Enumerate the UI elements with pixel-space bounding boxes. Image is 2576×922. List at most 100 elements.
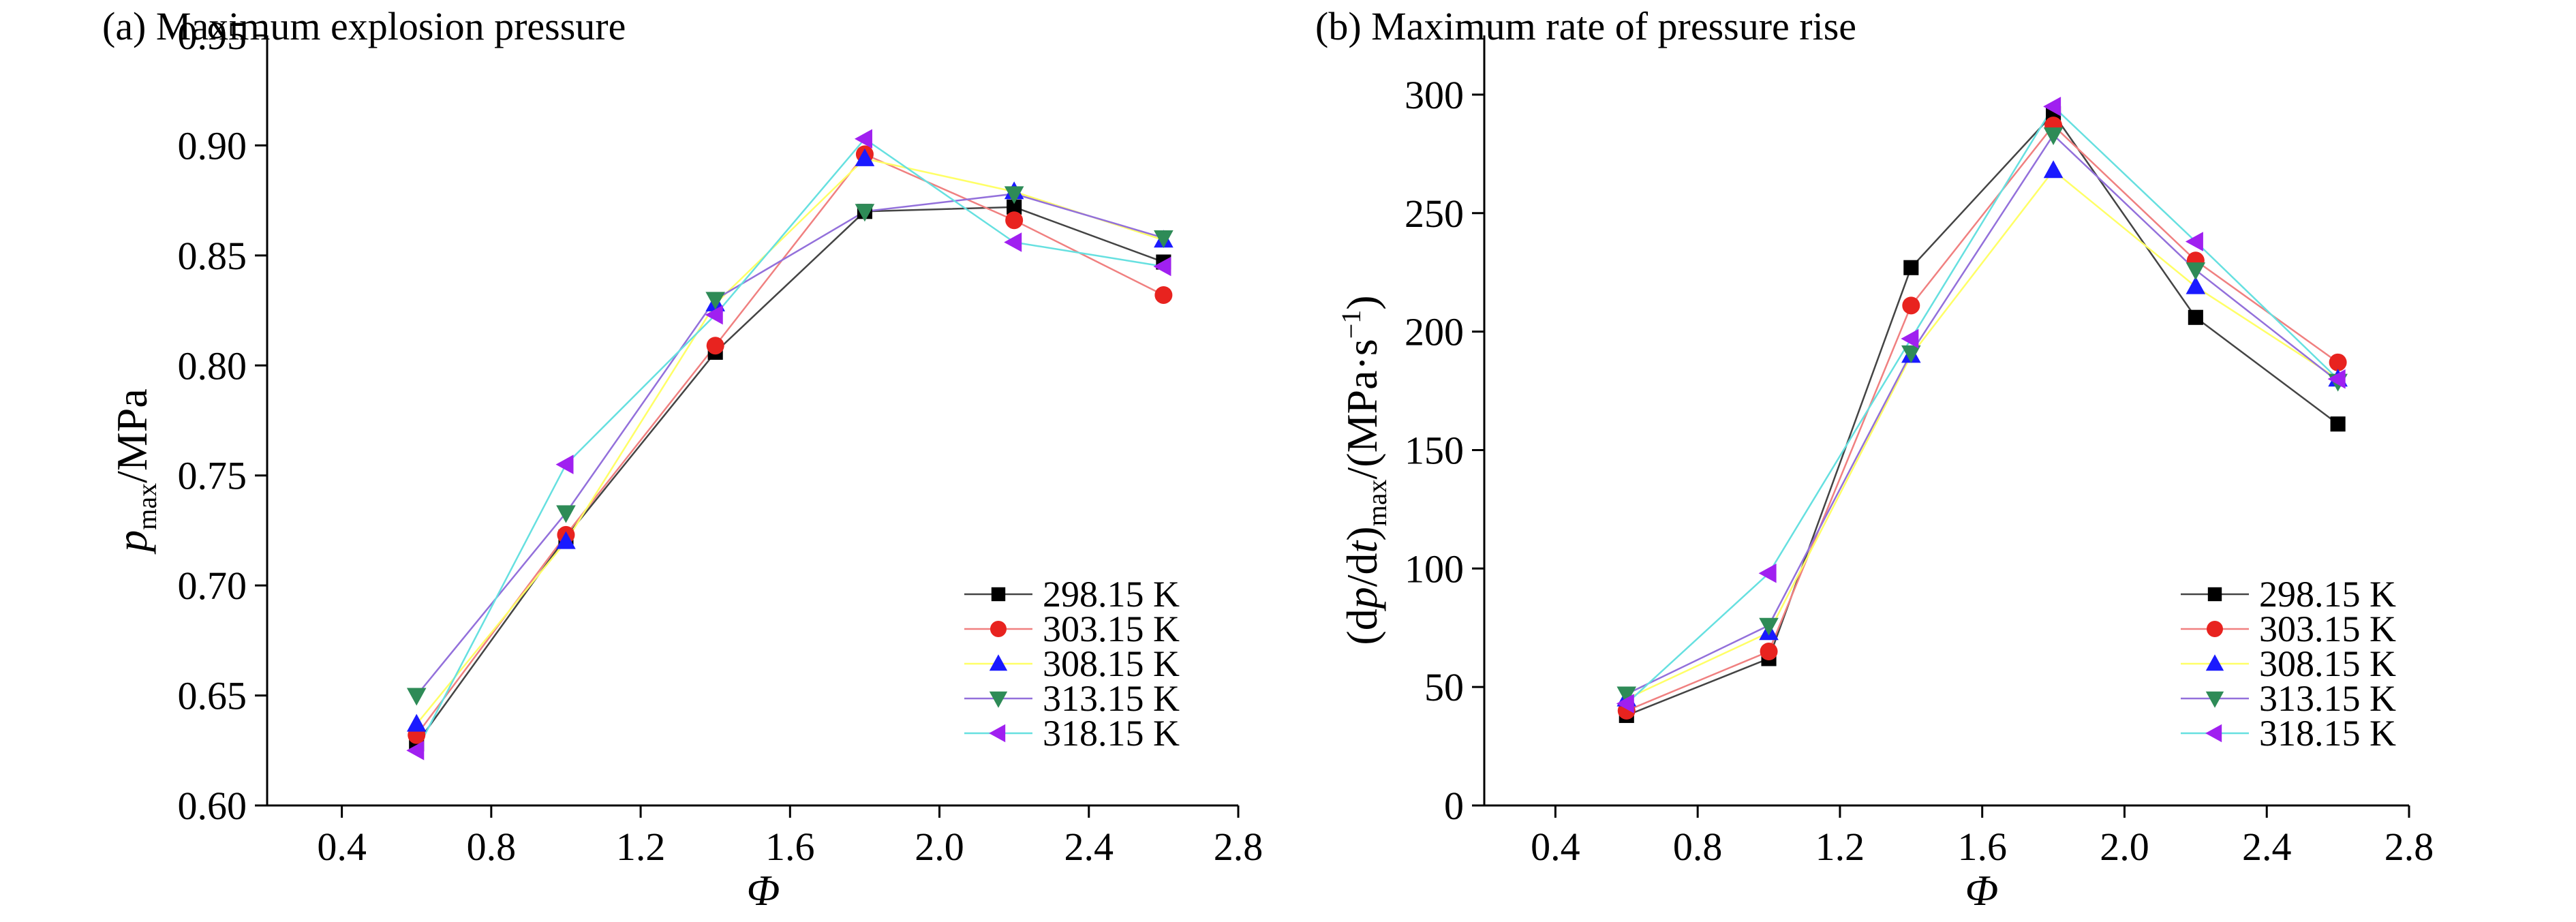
chart-a-x-tick-label: 0.8	[467, 825, 517, 869]
chart-a-series-line-5	[416, 138, 1164, 751]
chart-a-y-tick-label: 0.60	[178, 784, 247, 828]
chart-a-legend-marker	[989, 691, 1008, 708]
chart-b-data-point	[1901, 345, 1921, 363]
chart-b-series-line-1	[1626, 112, 2339, 717]
chart-b-data-point	[2329, 353, 2347, 371]
chart-a-data-point	[1154, 230, 1174, 248]
chart-b-data-point	[1903, 260, 1919, 275]
chart-b-legend-label: 313.15 K	[2259, 678, 2396, 719]
chart-a-x-tick-label: 0.4	[317, 825, 367, 869]
chart-b-data-point	[1616, 694, 1634, 713]
chart-b-legend-label: 308.15 K	[2259, 643, 2396, 684]
chart-a-legend-label: 318.15 K	[1043, 713, 1180, 754]
chart-b-series-line-5	[1625, 105, 2339, 705]
chart-b-y-tick-label: 100	[1405, 547, 1464, 591]
chart-a-x-axis-label: Φ	[747, 866, 780, 915]
chart-b-y-axis-label: (dp/dt)max/(MPa·s−1)	[1336, 295, 1392, 645]
chart-b-data-point	[2330, 416, 2346, 432]
chart-a-y-axis-label: pmax/MPa	[108, 388, 162, 555]
chart-a-data-point	[705, 305, 723, 325]
chart-a-series-line-2	[416, 153, 1164, 736]
chart-a-y-tick-label: 0.65	[178, 674, 247, 718]
chart-b-data-point	[2043, 160, 2064, 179]
chart-b-data-point	[2327, 369, 2346, 389]
chart-a-y-tick-label: 0.95	[178, 14, 247, 58]
chart-a-data-point	[406, 688, 427, 706]
chart-a-legend-label: 313.15 K	[1043, 678, 1180, 719]
chart-panel-b: (b) Maximum rate of pressure rise (dp/dt…	[1315, 4, 2434, 915]
chart-a-legend-marker	[991, 587, 1006, 602]
chart-b-legend-marker	[2205, 691, 2224, 708]
chart-b-x-tick-label: 1.6	[1957, 825, 2007, 869]
chart-b-x-tick-label: 1.2	[1815, 825, 1865, 869]
chart-b-data-point	[2043, 97, 2061, 117]
chart-b-y-tick-label: 50	[1424, 665, 1464, 709]
chart-a-data-point	[555, 455, 574, 474]
chart-a-data-point	[1154, 286, 1173, 304]
chart-a-data-point	[1007, 199, 1022, 215]
chart-a-y-tick-label: 0.70	[178, 564, 247, 608]
chart-b-data-point	[1759, 617, 1779, 636]
chart-b-x-tick-label: 2.8	[2385, 825, 2434, 869]
chart-b-y-tick-label: 0	[1444, 784, 1464, 828]
chart-b-data-point	[1616, 686, 1637, 705]
chart-b-y-tick-label: 150	[1405, 428, 1464, 472]
chart-b-series-line-4	[1626, 134, 2339, 695]
chart-panel-a: (a) Maximum explosion pressure pmax/MPa …	[102, 4, 1263, 915]
chart-a-y-tick-label: 0.90	[178, 123, 247, 168]
chart-b-data-point	[1901, 328, 1919, 349]
chart-a-data-point	[406, 713, 427, 732]
chart-a-data-point	[855, 148, 875, 166]
chart-b-legend-marker	[2205, 724, 2222, 743]
chart-b-x-tick-label: 0.8	[1673, 825, 1723, 869]
chart-a-data-point	[556, 505, 576, 523]
chart-a-x-tick-label: 1.6	[765, 825, 815, 869]
chart-a-legend-marker	[990, 621, 1007, 637]
chart-b-legend-marker	[2207, 621, 2223, 637]
chart-a-legend-label: 298.15 K	[1043, 574, 1180, 615]
chart-b-data-point	[2185, 232, 2203, 251]
chart-a-legend-marker	[989, 654, 1008, 671]
chart-a-y-tick-label: 0.80	[178, 343, 247, 388]
chart-b-legend-marker	[2207, 587, 2222, 602]
chart-a-data-point	[556, 531, 576, 549]
chart-b-series-line-2	[1626, 124, 2339, 712]
chart-b-x-tick-label: 0.4	[1531, 825, 1580, 869]
chart-a-data-point	[406, 740, 425, 760]
chart-a-title: (a) Maximum explosion pressure	[102, 4, 626, 48]
chart-b-legend-label: 318.15 K	[2259, 713, 2396, 754]
chart-b-series-line-3	[1626, 169, 2339, 700]
chart-b-data-point	[2188, 309, 2203, 325]
chart-a-legend-label: 308.15 K	[1043, 643, 1180, 684]
chart-b-x-axis-label: Φ	[1965, 866, 1999, 915]
chart-a-y-tick-label: 0.75	[178, 454, 247, 498]
chart-b-data-point	[2043, 127, 2064, 145]
chart-a-data-point	[855, 204, 875, 222]
chart-a-x-tick-label: 2.0	[915, 825, 964, 869]
chart-b-y-tick-label: 200	[1405, 310, 1464, 354]
chart-a-y-tick-label: 0.85	[178, 234, 247, 278]
chart-a-series-line-4	[416, 193, 1164, 696]
chart-a-data-point	[1005, 211, 1024, 230]
chart-a-legend-label: 303.15 K	[1043, 609, 1180, 649]
chart-a-series-line-3	[416, 157, 1164, 725]
chart-b-legend-label: 298.15 K	[2259, 574, 2396, 615]
chart-a-data-point	[854, 129, 872, 149]
chart-a-legend-marker	[989, 724, 1006, 743]
chart-b-y-tick-label: 250	[1405, 191, 1464, 236]
chart-b-data-point	[1760, 643, 1778, 660]
chart-b-data-point	[1758, 563, 1777, 583]
chart-a-data-point	[706, 337, 724, 355]
chart-b-data-point	[2186, 276, 2206, 294]
chart-a-data-point	[705, 292, 725, 310]
chart-b-x-tick-label: 2.0	[2100, 825, 2149, 869]
chart-a-x-tick-label: 1.2	[616, 825, 666, 869]
chart-b-legend-marker	[2205, 654, 2224, 671]
chart-a-data-point	[1004, 186, 1024, 204]
chart-a-data-point	[1153, 256, 1171, 277]
chart-b-data-point	[1902, 296, 1920, 315]
chart-b-y-tick-label: 300	[1405, 73, 1464, 117]
chart-b-legend-label: 303.15 K	[2259, 609, 2396, 649]
chart-a-data-point	[1004, 232, 1022, 252]
